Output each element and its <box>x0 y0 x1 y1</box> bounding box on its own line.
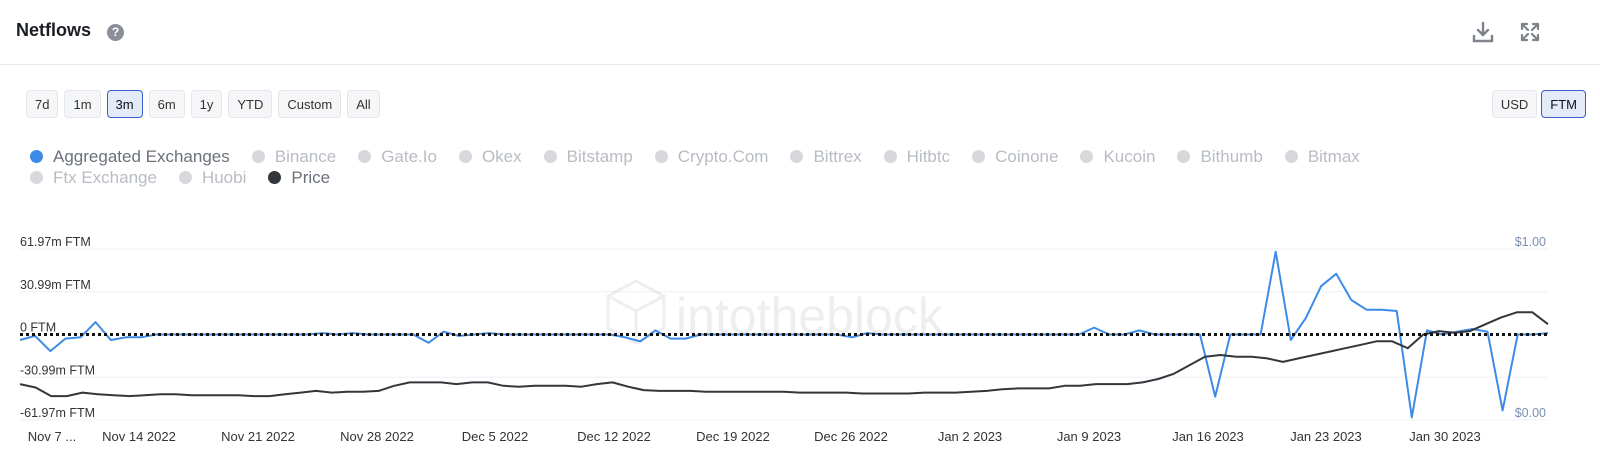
legend-item-binance[interactable]: Binance <box>251 146 337 167</box>
legend-item-kucoin[interactable]: Kucoin <box>1080 147 1155 167</box>
legend-marker <box>790 150 804 163</box>
range-button-ytd[interactable]: YTD <box>228 90 273 118</box>
watermark-logo-icon <box>606 279 666 345</box>
y-axis-left-tick: -30.99m FTM <box>20 363 95 377</box>
legend-item-bitstamp[interactable]: Bitstamp <box>543 146 633 167</box>
legend-item-bittrex[interactable]: Bittrex <box>790 146 862 167</box>
panel-header: Netflows ? <box>0 0 1600 65</box>
y-axis-left-tick: 0 FTM <box>20 321 56 335</box>
legend-marker <box>1080 150 1094 163</box>
legend-marker <box>458 150 472 163</box>
time-range-selector: 7d 1m 3m 6m 1y YTD Custom All <box>26 90 380 118</box>
unit-button-usd[interactable]: USD <box>1491 90 1538 118</box>
y-axis-right-tick: $1.00 <box>1515 235 1546 249</box>
legend-marker <box>178 171 192 184</box>
legend-label: Hitbtc <box>906 146 951 166</box>
range-button-custom[interactable]: Custom <box>278 90 342 118</box>
x-axis-tick: Dec 19 2022 <box>696 429 770 444</box>
legend-label: Gate.Io <box>381 146 437 166</box>
legend-row: Ftx Exchange Huobi Price <box>30 167 1590 188</box>
legend-label: Binance <box>274 146 337 166</box>
x-axis-tick: Jan 2 2023 <box>938 429 1002 444</box>
legend-label: Aggregated Exchanges <box>53 146 230 166</box>
legend-label: Price <box>291 167 331 187</box>
legend-marker <box>1177 150 1191 163</box>
series-line-price <box>19 311 1549 398</box>
legend-label: Crypto.Com <box>677 146 769 166</box>
x-axis-tick: Nov 28 2022 <box>340 429 414 444</box>
legend-marker <box>268 171 282 184</box>
legend-item-aggregated-exchanges[interactable]: Aggregated Exchanges <box>30 147 230 167</box>
x-axis-tick: Nov 14 2022 <box>102 429 176 444</box>
legend-item-gate-io[interactable]: Gate.Io <box>358 147 437 167</box>
x-axis-tick: Dec 26 2022 <box>814 429 888 444</box>
legend-marker <box>543 150 557 163</box>
fullscreen-icon[interactable] <box>1518 20 1542 44</box>
legend-marker <box>883 150 897 163</box>
legend-marker <box>251 150 265 163</box>
x-axis-tick: Dec 5 2022 <box>462 429 529 444</box>
y-axis-left-tick: 61.97m FTM <box>20 235 91 249</box>
x-axis-tick: Jan 30 2023 <box>1409 429 1481 444</box>
legend-marker <box>358 150 372 163</box>
legend-label: Bithumb <box>1200 146 1263 166</box>
legend-item-bithumb[interactable]: Bithumb <box>1177 146 1263 167</box>
download-icon[interactable] <box>1471 20 1495 44</box>
range-button-6m[interactable]: 6m <box>148 90 185 118</box>
legend-label: Huobi <box>201 167 247 187</box>
chart-legend: Aggregated Exchanges Binance Gate.Io Okex Bi… <box>30 146 1590 188</box>
legend-marker <box>30 150 43 163</box>
legend-item-price[interactable]: Price <box>268 168 330 188</box>
x-axis-tick: Dec 12 2022 <box>577 429 651 444</box>
legend-label: Kucoin <box>1103 146 1156 166</box>
unit-selector: USD FTM <box>1491 90 1586 118</box>
legend-item-crypto-com[interactable]: Crypto.Com <box>654 146 769 167</box>
legend-item-ftx-exchange[interactable]: Ftx Exchange <box>30 168 157 188</box>
range-button-all[interactable]: All <box>347 90 380 118</box>
legend-label: Bitstamp <box>566 146 633 166</box>
x-axis-tick: Nov 21 2022 <box>221 429 295 444</box>
legend-item-hitbtc[interactable]: Hitbtc <box>883 146 951 167</box>
range-button-3m[interactable]: 3m <box>106 90 143 118</box>
legend-item-okex[interactable]: Okex <box>458 146 522 167</box>
range-button-1y[interactable]: 1y <box>190 90 223 118</box>
legend-label: Bittrex <box>813 146 862 166</box>
unit-button-ftm[interactable]: FTM <box>1541 90 1586 118</box>
question-circle-icon[interactable]: ? <box>107 24 124 41</box>
x-axis-tick: Jan 9 2023 <box>1057 429 1121 444</box>
legend-label: Coinone <box>995 146 1059 166</box>
legend-item-bitmax[interactable]: Bitmax <box>1284 146 1360 167</box>
legend-label: Ftx Exchange <box>53 167 157 187</box>
legend-marker <box>30 171 43 184</box>
x-axis-tick: Nov 7 ... <box>28 429 76 444</box>
x-axis-tick: Jan 16 2023 <box>1172 429 1244 444</box>
legend-marker <box>654 150 668 163</box>
y-axis-left-tick: 30.99m FTM <box>20 278 91 292</box>
range-button-1m[interactable]: 1m <box>64 90 101 118</box>
panel-title: Netflows <box>16 20 92 40</box>
y-axis-left-tick: -61.97m FTM <box>20 406 95 420</box>
legend-label: Okex <box>481 146 522 166</box>
legend-item-coinone[interactable]: Coinone <box>972 147 1058 167</box>
legend-marker <box>972 150 986 163</box>
y-axis-right-tick: $0.00 <box>1515 406 1546 420</box>
legend-label: Bitmax <box>1307 146 1360 166</box>
range-button-7d[interactable]: 7d <box>26 90 59 118</box>
legend-marker <box>1284 150 1298 163</box>
x-axis-tick: Jan 23 2023 <box>1290 429 1362 444</box>
legend-item-huobi[interactable]: Huobi <box>178 167 247 188</box>
legend-row: Aggregated Exchanges Binance Gate.Io Okex Bi… <box>30 146 1590 167</box>
